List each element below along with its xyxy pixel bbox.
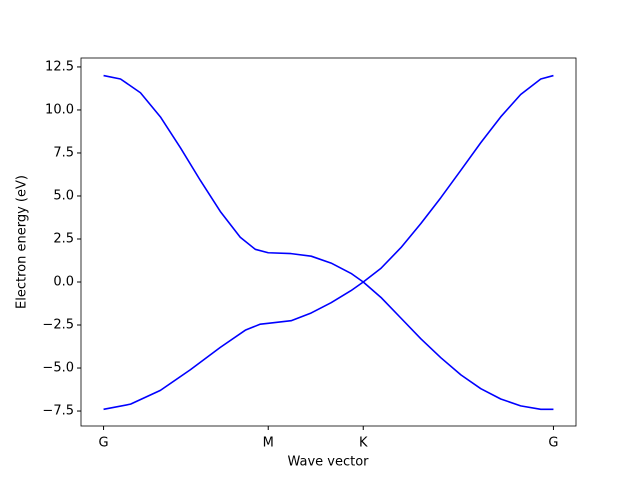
x-axis-label: Wave vector xyxy=(287,455,369,470)
y-tick-label: −7.5 xyxy=(42,404,74,419)
x-tick-label: K xyxy=(359,436,368,451)
x-tick-label: G xyxy=(99,436,109,451)
x-tick-label: G xyxy=(548,436,558,451)
band-line xyxy=(103,74,554,411)
y-axis-label: Electron energy (eV) xyxy=(15,175,30,309)
y-tick-label: 12.5 xyxy=(45,59,74,74)
x-tick-label: M xyxy=(263,436,274,451)
y-tick-label: 5.0 xyxy=(53,188,74,203)
y-tick-label: 7.5 xyxy=(53,145,74,160)
y-tick-label: 2.5 xyxy=(53,231,74,246)
band-line xyxy=(103,74,554,411)
y-tick-label: −2.5 xyxy=(42,318,74,333)
y-tick-label: −5.0 xyxy=(42,361,74,376)
y-tick-label: 10.0 xyxy=(45,102,74,117)
plot-frame xyxy=(80,57,577,427)
y-tick-label: 0.0 xyxy=(53,275,74,290)
